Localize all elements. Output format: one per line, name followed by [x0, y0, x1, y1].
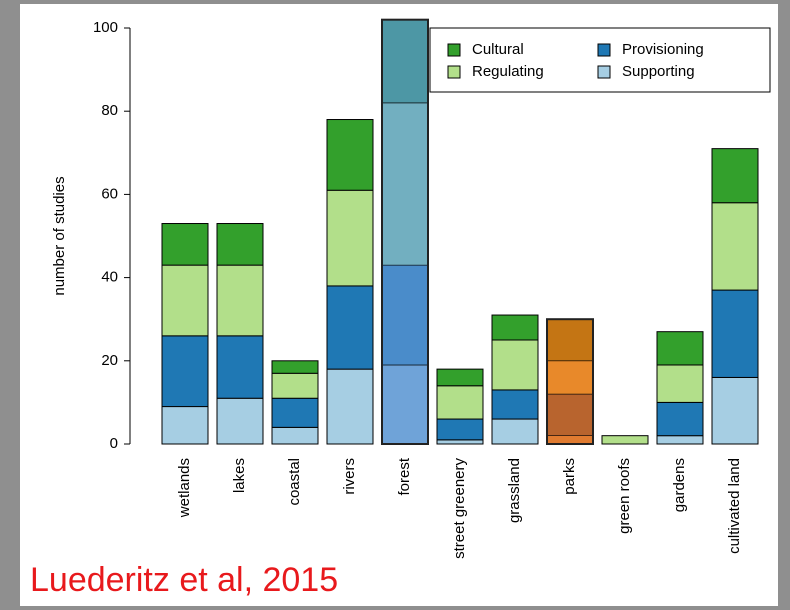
- legend-swatch: [597, 65, 611, 79]
- bar-segment: [326, 189, 374, 287]
- bar-segment: [271, 360, 319, 374]
- x-tick-label: rivers: [341, 458, 358, 495]
- bar-segment: [216, 397, 264, 445]
- bar-segment: [216, 335, 264, 399]
- bar-segment: [491, 389, 539, 420]
- y-tick-label: 0: [110, 435, 118, 452]
- y-tick-label: 80: [101, 102, 118, 119]
- x-tick-label: parks: [561, 458, 578, 495]
- bar-segment: [436, 368, 484, 387]
- bar-segment: [436, 385, 484, 420]
- y-tick-label: 100: [93, 19, 118, 36]
- bar-segment: [711, 289, 759, 378]
- bar-segment: [546, 318, 594, 362]
- bar-segment: [656, 401, 704, 437]
- bar-segment: [491, 339, 539, 391]
- legend-swatch: [597, 43, 611, 57]
- x-tick-label: lakes: [231, 458, 248, 493]
- bar-segment: [381, 19, 429, 104]
- bar-segment: [656, 435, 704, 445]
- x-tick-label: wetlands: [176, 458, 193, 518]
- bar-segment: [161, 223, 209, 266]
- bar-segment: [161, 264, 209, 337]
- bar-segment: [381, 102, 429, 266]
- bar-segment: [546, 435, 594, 445]
- legend-label: Supporting: [622, 63, 695, 80]
- bar-segment: [601, 435, 649, 445]
- bar-segment: [271, 426, 319, 445]
- bar-segment: [491, 314, 539, 341]
- legend-swatch: [447, 65, 461, 79]
- x-tick-label: grassland: [506, 458, 523, 523]
- bar-segment: [161, 335, 209, 408]
- x-tick-label: coastal: [286, 458, 303, 506]
- y-tick-label: 40: [101, 269, 118, 286]
- bar-segment: [656, 364, 704, 403]
- legend-label: Cultural: [472, 41, 524, 58]
- y-tick-label: 20: [101, 352, 118, 369]
- legend-label: Provisioning: [622, 41, 704, 58]
- bar-segment: [326, 285, 374, 370]
- annotation: Luederitz et al, 2015: [30, 561, 338, 599]
- bar-segment: [491, 418, 539, 445]
- highlight-outline: [381, 18, 429, 446]
- bar-segment: [711, 202, 759, 291]
- bar-segment: [271, 372, 319, 399]
- legend-box: [429, 27, 771, 93]
- x-tick-label: green roofs: [616, 458, 633, 534]
- bar-segment: [436, 439, 484, 445]
- bar-segment: [711, 148, 759, 204]
- x-tick-label: forest: [396, 457, 413, 495]
- bar-segment: [161, 406, 209, 445]
- bar-segment: [546, 360, 594, 395]
- highlight-outline: [546, 318, 594, 446]
- y-axis-label: number of studies: [51, 176, 68, 295]
- x-tick-label: cultivated land: [726, 458, 743, 554]
- legend-swatch: [447, 43, 461, 57]
- bar-segment: [216, 264, 264, 337]
- bar-segment: [271, 397, 319, 428]
- bar-segment: [711, 376, 759, 445]
- y-tick-label: 60: [101, 185, 118, 202]
- bar-segment: [326, 119, 374, 191]
- x-tick-label: street greenery: [451, 458, 468, 559]
- bar-segment: [656, 331, 704, 366]
- bar-segment: [216, 223, 264, 266]
- bar-segment: [546, 393, 594, 436]
- legend-label: Regulating: [472, 63, 544, 80]
- bar-segment: [381, 264, 429, 366]
- x-tick-label: gardens: [671, 458, 688, 512]
- bar-segment: [381, 364, 429, 445]
- bar-segment: [326, 368, 374, 445]
- bar-segment: [436, 418, 484, 441]
